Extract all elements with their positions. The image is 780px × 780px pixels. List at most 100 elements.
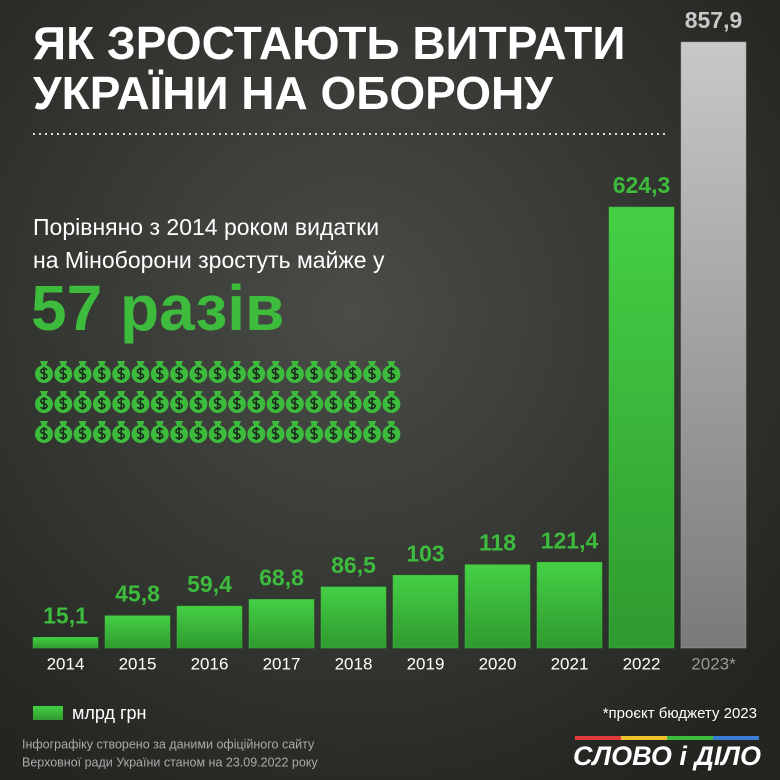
money-bag [92,391,111,413]
bag-sign [329,427,338,440]
bag-top [155,421,164,426]
money-bag [112,391,131,413]
bag-sign [368,397,376,410]
money-bag [382,421,401,443]
bag-sign [213,397,222,410]
bag-sign [387,367,396,380]
bag-top [252,421,261,426]
money-bag [382,391,401,413]
bag-sign [387,397,396,410]
x-tick-label: 2016 [191,654,229,673]
money-bag [73,421,92,443]
money-bag [285,391,304,413]
bag-top [213,361,222,366]
value-label: 121,4 [541,527,599,553]
bag-sign [98,397,106,410]
money-bag [131,421,150,443]
bag-sign [348,367,357,380]
bag-sign [136,427,145,440]
bag-top [213,421,222,426]
subtitle-line: на Міноборони зростуть майже у [33,247,385,273]
money-bag [54,391,73,413]
money-bag [343,361,362,383]
money-bags [35,361,401,443]
bag-top [78,391,87,396]
bag-top [252,391,261,396]
bag-top [213,391,222,396]
bag-sign [78,427,87,440]
bag-top [136,391,145,396]
bag-top [117,391,126,396]
money-bag [92,361,111,383]
bag-sign [78,397,87,410]
bag-sign [194,367,203,380]
bag-sign [155,427,164,440]
legend-swatch [33,706,63,720]
bag-top [155,361,164,366]
bag-sign [175,397,183,410]
money-bag [189,421,208,443]
bag-top [271,421,280,426]
bag-sign [368,367,376,380]
bag-top [155,391,164,396]
value-label: 45,8 [115,581,160,607]
bag-top [136,361,145,366]
bag-top [40,361,48,366]
bag-sign [40,367,48,380]
title-line: ЯК ЗРОСТАЮТЬ ВИТРАТИ [33,17,625,69]
money-bag [382,361,401,383]
x-tick-label: 2018 [335,654,373,673]
money-bag [247,391,266,413]
x-tick-label: 2022 [623,654,661,673]
bar [536,561,603,649]
logo-stripe [575,736,759,740]
note: *проєкт бюджету 2023 [603,705,757,722]
money-bag [112,421,131,443]
bag-sign [59,397,68,410]
money-bag [228,361,246,383]
bag-top [40,391,48,396]
bar [608,206,675,649]
money-bag [324,391,343,413]
value-label: 103 [406,540,444,566]
value-label: 86,5 [331,552,376,578]
bag-sign [59,367,68,380]
bag-top [387,421,396,426]
bag-top [97,391,106,396]
money-bag [363,391,382,413]
bag-sign [310,397,319,410]
bag-sign [98,427,106,440]
bag-top [59,391,68,396]
money-bag [150,361,169,383]
bag-top [97,361,106,366]
bag-sign [252,367,261,380]
x-tick-label: 2021 [551,654,589,673]
bag-sign [59,427,68,440]
money-bag [170,391,189,413]
bag-sign [329,397,338,410]
bag-top [117,421,126,426]
bag-top [368,421,377,426]
money-bag [208,361,227,383]
money-bag [112,361,131,383]
money-bag [35,391,53,413]
bag-sign [271,427,280,440]
bag-sign [291,397,299,410]
bag-top [387,391,396,396]
bag-top [252,361,261,366]
bag-top [271,391,280,396]
value-label: 15,1 [43,602,88,628]
bar [176,605,243,649]
bag-top [175,391,184,396]
money-bag [189,361,208,383]
bar [320,586,387,649]
money-bag [208,421,227,443]
money-bag [54,421,73,443]
x-tick-label: 2014 [47,654,85,673]
bag-sign [233,427,241,440]
bag-sign [310,427,319,440]
bag-sign [117,427,125,440]
money-bag [150,421,169,443]
bag-sign [194,397,203,410]
